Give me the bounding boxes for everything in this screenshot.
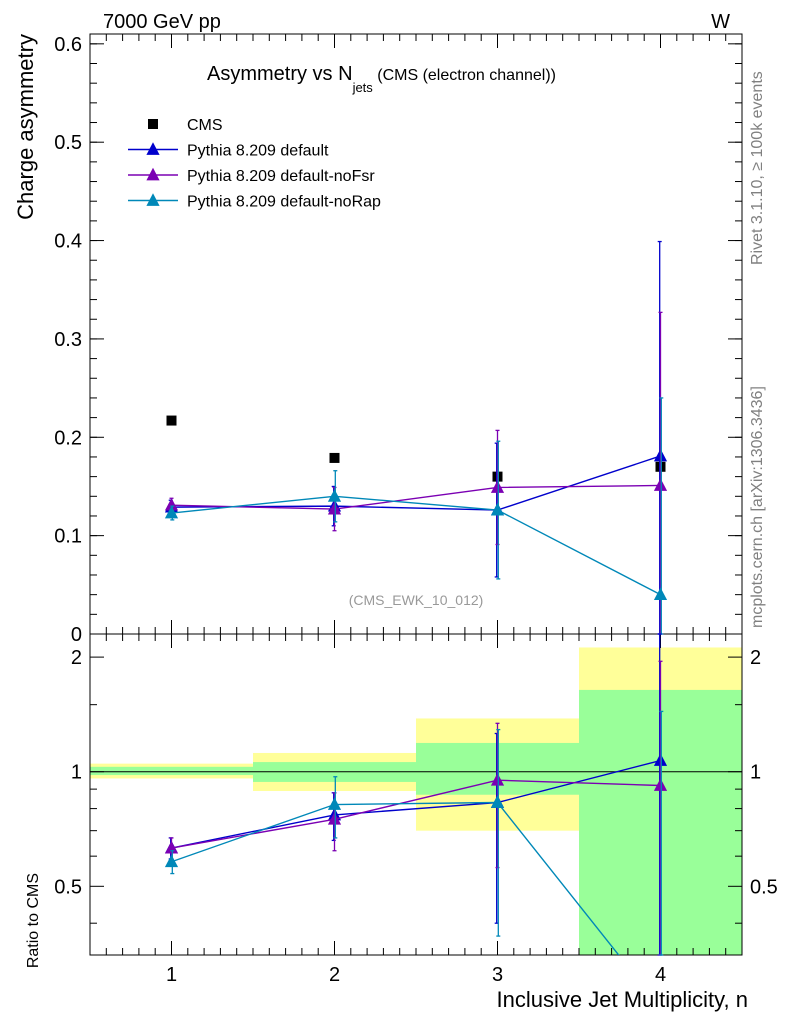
- xtick-label: 3: [492, 964, 503, 986]
- legend-marker: [146, 142, 160, 155]
- x-axis-label: Inclusive Jet Multiplicity, n: [497, 987, 748, 1012]
- ratio-marker-pythia-8-209-default-norap: [490, 795, 505, 808]
- ratio-ytick-label-right: 1: [750, 762, 761, 784]
- marker-pythia-8-209-default-nofsr: [327, 501, 342, 515]
- main-ytick-label: 0.5: [54, 132, 82, 154]
- legend-marker-data: [148, 119, 158, 129]
- ratio-marker-pythia-8-209-default-nofsr: [164, 840, 179, 854]
- ratio-marker-pythia-8-209-default-nofsr: [327, 812, 342, 825]
- y-axis-label-main: Charge asymmetry: [13, 34, 38, 220]
- series-line-pythia-8-209-default: [171, 455, 661, 511]
- main-ytick-label: 0.6: [54, 34, 82, 56]
- svg-text:Asymmetry vs Njets (CMS (elect: Asymmetry vs Njets (CMS (electron channe…: [207, 63, 556, 95]
- ratio-marker-pythia-8-209-default-norap: [164, 854, 179, 868]
- data-point-cms: [166, 415, 177, 426]
- xtick-label: 1: [166, 964, 177, 986]
- legend-marker: [146, 193, 160, 206]
- title-suffix: (CMS (electron channel)): [373, 67, 556, 84]
- process-label: W: [711, 11, 730, 33]
- y-axis-label-ratio: Ratio to CMS: [25, 873, 42, 968]
- mcplots-label: mcplots.cern.ch [arXiv:1306.3436]: [749, 386, 766, 628]
- main-ytick-label: 0.1: [54, 526, 82, 548]
- marker-pythia-8-209-default-norap: [490, 502, 505, 516]
- ratio-ytick-label: 0.5: [54, 876, 82, 898]
- data-point-cms: [329, 452, 340, 463]
- ratio-line-pythia-8-209-default: [171, 759, 661, 849]
- main-ytick-label: 0.2: [54, 427, 82, 449]
- ratio-marker-pythia-8-209-default-nofsr: [653, 778, 668, 791]
- ratio-marker-pythia-8-209-default-norap: [327, 797, 342, 810]
- xtick-label: 2: [329, 964, 340, 986]
- title-main: Asymmetry vs N: [207, 63, 353, 85]
- ratio-ytick-label-right: 2: [750, 647, 761, 669]
- xtick-label: 4: [655, 964, 666, 986]
- ratio-ytick-label: 2: [71, 647, 82, 669]
- marker-pythia-8-209-default-norap: [653, 587, 668, 601]
- main-title: Asymmetry vs Njets (CMS (electron channe…: [207, 63, 556, 95]
- rivet-label: Rivet 3.1.10, ≥ 100k events: [749, 71, 766, 265]
- legend-label: CMS: [187, 117, 223, 134]
- title-subscript: jets: [352, 80, 374, 95]
- chart-marks: 0 0.1 0.2 0.3 0.4 0.5 0.6 1 2 3 4 0.5 0.5 1 1 2 2 CMS Pyth…: [54, 33, 778, 986]
- legend-label: Pythia 8.209 default: [187, 143, 329, 160]
- main-ytick-label: 0.4: [54, 231, 82, 253]
- legend-label: Pythia 8.209 default-noFsr: [187, 168, 375, 185]
- ratio-line-pythia-8-209-default-norap: [171, 801, 620, 955]
- band-green-0: [90, 766, 253, 776]
- marker-pythia-8-209-default-norap: [164, 505, 179, 519]
- legend-label: Pythia 8.209 default-noRap: [187, 194, 381, 211]
- energy-label: 7000 GeV pp: [103, 11, 221, 33]
- marker-pythia-8-209-default-nofsr: [490, 480, 505, 493]
- legend-marker: [146, 167, 160, 181]
- marker-pythia-8-209-default-nofsr: [653, 478, 668, 491]
- series-line-pythia-8-209-default-nofsr: [171, 484, 661, 510]
- ratio-marker-pythia-8-209-default-nofsr: [490, 772, 505, 786]
- marker-pythia-8-209-default-nofsr: [164, 497, 179, 511]
- ratio-ytick-label-right: 0.5: [750, 876, 778, 898]
- analysis-label: (CMS_EWK_10_012): [349, 592, 484, 608]
- marker-pythia-8-209-default-norap: [327, 489, 342, 502]
- main-ytick-label: 0: [71, 624, 82, 646]
- ratio-ytick-label: 1: [71, 762, 82, 784]
- series-line-pythia-8-209-default-norap: [171, 495, 661, 596]
- main-ytick-label: 0.3: [54, 329, 82, 351]
